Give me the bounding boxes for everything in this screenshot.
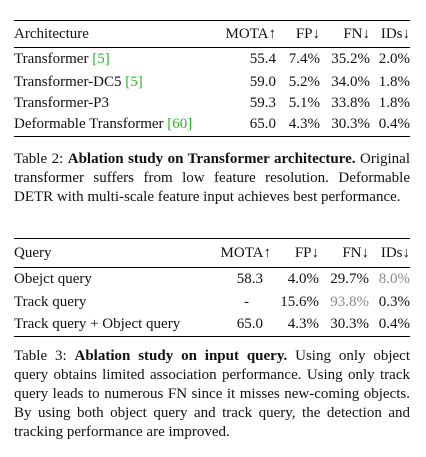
- cell-fn: 30.3%: [330, 315, 369, 332]
- cell-fp: 4.3%: [288, 116, 320, 133]
- cell-fp: 5.1%: [288, 94, 320, 111]
- cell-ids: 8.0%: [378, 271, 410, 288]
- cell-fp: 4.3%: [287, 315, 319, 332]
- row-name: Transformer-P3: [14, 94, 109, 111]
- table-header-row: Query MOTA↑ FP↓ FN↓ IDs↓: [14, 238, 410, 268]
- citation-link[interactable]: [5]: [125, 73, 143, 90]
- table-3: Query MOTA↑ FP↓ FN↓ IDs↓ Obejct query 58…: [14, 238, 410, 337]
- citation-link[interactable]: [5]: [92, 51, 110, 68]
- header-fn: FN↓: [342, 244, 369, 261]
- cell-ids: 0.4%: [378, 116, 410, 133]
- table-row: Transformer-P3 59.3 5.1% 33.8% 1.8%: [14, 93, 410, 114]
- table-row: Deformable Transformer [60] 65.0 4.3% 30…: [14, 114, 410, 137]
- table-3-caption: Table 3: Ablation study on input query. …: [14, 347, 410, 442]
- row-name: Transformer-DC5 [5]: [14, 73, 143, 90]
- cell-ids: 2.0%: [378, 51, 410, 68]
- table-2-caption: Table 2: Ablation study on Transformer a…: [14, 150, 410, 207]
- caption-label: Table 2:: [14, 151, 68, 167]
- caption-text: Using only object query obtains limited …: [14, 348, 411, 440]
- cell-mota: 55.4: [249, 51, 276, 68]
- cell-ids: 0.4%: [378, 315, 410, 332]
- table-header-row: Architecture MOTA↑ FP↓ FN↓ IDs↓: [14, 20, 410, 48]
- caption-title: Ablation study on Transformer architectu…: [67, 151, 356, 167]
- cell-fp: 5.2%: [288, 73, 320, 90]
- cell-ids: 0.3%: [378, 293, 410, 310]
- header-fn: FN↓: [343, 25, 370, 42]
- cell-mota: 59.0: [249, 73, 276, 90]
- cell-mota: 59.3: [249, 94, 276, 111]
- cell-fn: 93.8%: [330, 293, 369, 310]
- cell-mota: -: [244, 293, 249, 310]
- cell-fn: 35.2%: [331, 51, 370, 68]
- cell-mota: 58.3: [236, 271, 263, 288]
- caption-label: Table 3:: [14, 348, 75, 364]
- cell-ids: 1.8%: [378, 73, 410, 90]
- table-row: Transformer-DC5 [5] 59.0 5.2% 34.0% 1.8%: [14, 72, 410, 93]
- caption-title: Ablation study on input query.: [74, 348, 288, 364]
- table-row: Track query - 15.6% 93.8% 0.3%: [14, 292, 410, 313]
- table-row: Transformer [5] 55.4 7.4% 35.2% 2.0%: [14, 47, 410, 72]
- header-ids: IDs↓: [380, 244, 410, 261]
- header-mota: MOTA↑: [225, 25, 276, 42]
- table-row: Track query + Object query 65.0 4.3% 30.…: [14, 313, 410, 337]
- cell-fn: 34.0%: [331, 73, 370, 90]
- row-name: Track query + Object query: [14, 315, 181, 332]
- cell-mota: 65.0: [249, 116, 276, 133]
- row-name: Deformable Transformer [60]: [14, 116, 193, 133]
- header-fp: FP↓: [294, 244, 319, 261]
- cell-fn: 30.3%: [331, 116, 370, 133]
- row-name: Track query: [14, 293, 87, 310]
- header-mota: MOTA↑: [220, 244, 271, 261]
- header-architecture: Architecture: [14, 25, 89, 42]
- table-row: Obejct query 58.3 4.0% 29.7% 8.0%: [14, 267, 410, 292]
- cell-mota: 65.0: [236, 315, 263, 332]
- cell-fn: 29.7%: [330, 271, 369, 288]
- cell-fp: 15.6%: [280, 293, 319, 310]
- table-2: Architecture MOTA↑ FP↓ FN↓ IDs↓ Transfor…: [14, 20, 410, 137]
- row-name: Obejct query: [14, 271, 92, 288]
- cell-fp: 4.0%: [287, 271, 319, 288]
- cell-ids: 1.8%: [378, 94, 410, 111]
- header-fp: FP↓: [295, 25, 320, 42]
- header-ids: IDs↓: [380, 25, 410, 42]
- cell-fn: 33.8%: [331, 94, 370, 111]
- citation-link[interactable]: [60]: [167, 116, 193, 133]
- caption-text: Original transformer suffers from low fe…: [14, 151, 411, 205]
- cell-fp: 7.4%: [288, 51, 320, 68]
- row-name: Transformer [5]: [14, 51, 110, 68]
- header-query: Query: [14, 244, 52, 261]
